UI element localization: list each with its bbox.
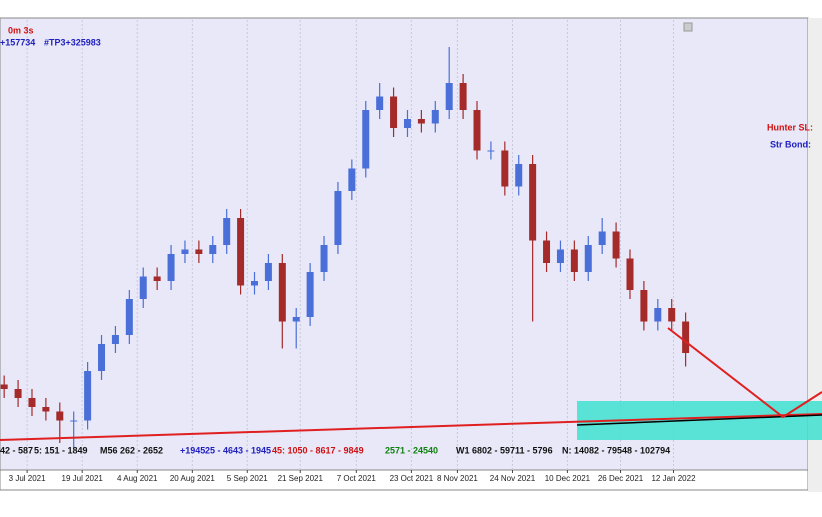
candle-body xyxy=(334,191,342,245)
trend-line xyxy=(0,413,822,441)
x-tick-label: 3 Jul 2021 xyxy=(9,474,46,483)
candle-body xyxy=(417,119,425,124)
x-tick-label: 5 Sep 2021 xyxy=(227,474,268,483)
candle-body xyxy=(264,263,272,281)
zigzag xyxy=(667,327,822,419)
x-tick-label: 26 Dec 2021 xyxy=(598,474,644,483)
x-tick-label: 10 Dec 2021 xyxy=(545,474,591,483)
footer-text: 2571 - 24540 xyxy=(385,445,438,455)
candle-body xyxy=(682,321,690,353)
candle-body xyxy=(640,290,648,322)
candle-body xyxy=(28,398,36,407)
candle-body xyxy=(348,168,356,191)
x-tick-label: 21 Sep 2021 xyxy=(278,474,324,483)
candle-body xyxy=(556,249,564,263)
grid xyxy=(26,20,675,473)
footer-text: +1945 xyxy=(180,445,205,455)
x-tick-label: 12 Jan 2022 xyxy=(651,474,696,483)
candles xyxy=(0,47,690,448)
x-tick-label: 24 Nov 2021 xyxy=(490,474,536,483)
candle-body xyxy=(598,231,606,245)
candle-body xyxy=(153,276,161,281)
candle-body xyxy=(139,276,147,299)
candle-body xyxy=(84,371,92,421)
candle-body xyxy=(42,407,50,412)
x-tick-label: 4 Aug 2021 xyxy=(117,474,158,483)
candle-body xyxy=(390,96,398,128)
shadow xyxy=(808,18,822,492)
footer-text: 25 - 4643 - 1945 xyxy=(205,445,271,455)
footer-text: N: 14082 - 79548 - 102794 xyxy=(562,445,670,455)
tp-label: #TP3+325983 xyxy=(44,37,101,47)
candle-body xyxy=(376,96,384,110)
candle-body xyxy=(98,344,106,371)
candle-body xyxy=(403,119,411,128)
candle-body xyxy=(626,258,634,290)
x-tick-label: 20 Aug 2021 xyxy=(170,474,215,483)
candle-body xyxy=(0,384,8,389)
hunter-sl: Hunter SL: xyxy=(767,122,813,132)
candle-body xyxy=(362,110,370,169)
icon xyxy=(683,22,693,32)
candle-body xyxy=(320,245,328,272)
candle-body xyxy=(237,218,245,286)
footer-text: 5: 151 - 1849 xyxy=(34,445,88,455)
candle-body xyxy=(459,83,467,110)
candle-body xyxy=(250,281,258,286)
candle-body xyxy=(612,231,620,259)
candle-body xyxy=(654,308,662,322)
candle-body xyxy=(570,249,578,272)
candle-body xyxy=(543,240,551,263)
footer-text: M56 262 - 2652 xyxy=(100,445,163,455)
candle-body xyxy=(195,249,203,254)
candle-body xyxy=(14,389,22,398)
candle-body xyxy=(278,263,286,322)
candle-body xyxy=(487,150,495,152)
candle-body xyxy=(181,249,189,254)
candle-body xyxy=(70,420,78,422)
x-tick-label: 19 Jul 2021 xyxy=(62,474,104,483)
candle-body xyxy=(584,245,592,272)
footer-text: W1 6802 - 59711 - 5796 xyxy=(456,445,553,455)
candle-body xyxy=(668,308,676,322)
candle-body xyxy=(111,335,119,344)
candle-body xyxy=(209,245,217,254)
candle-body xyxy=(223,218,231,245)
candle-body xyxy=(445,83,453,110)
x-tick-label: 23 Oct 2021 xyxy=(390,474,434,483)
candle-body xyxy=(431,110,439,124)
candle-body xyxy=(125,299,133,335)
footer-text: 45: 1050 - 8617 - 9849 xyxy=(272,445,364,455)
candle-body xyxy=(167,254,175,281)
footer-text: 42 - 587 xyxy=(0,445,33,455)
candle-body xyxy=(306,272,314,317)
candle-body xyxy=(515,164,523,187)
str-bond: Str Bond: xyxy=(770,139,811,149)
candle-body xyxy=(529,164,537,241)
x-tick-label: 7 Oct 2021 xyxy=(337,474,377,483)
candle-body xyxy=(56,411,64,421)
timer: 0m 3s xyxy=(8,25,34,35)
candle-body xyxy=(292,317,300,322)
candle-body xyxy=(473,110,481,151)
profit: +157734 xyxy=(0,37,35,47)
x-tick-label: 8 Nov 2021 xyxy=(437,474,478,483)
candle-body xyxy=(501,150,509,187)
